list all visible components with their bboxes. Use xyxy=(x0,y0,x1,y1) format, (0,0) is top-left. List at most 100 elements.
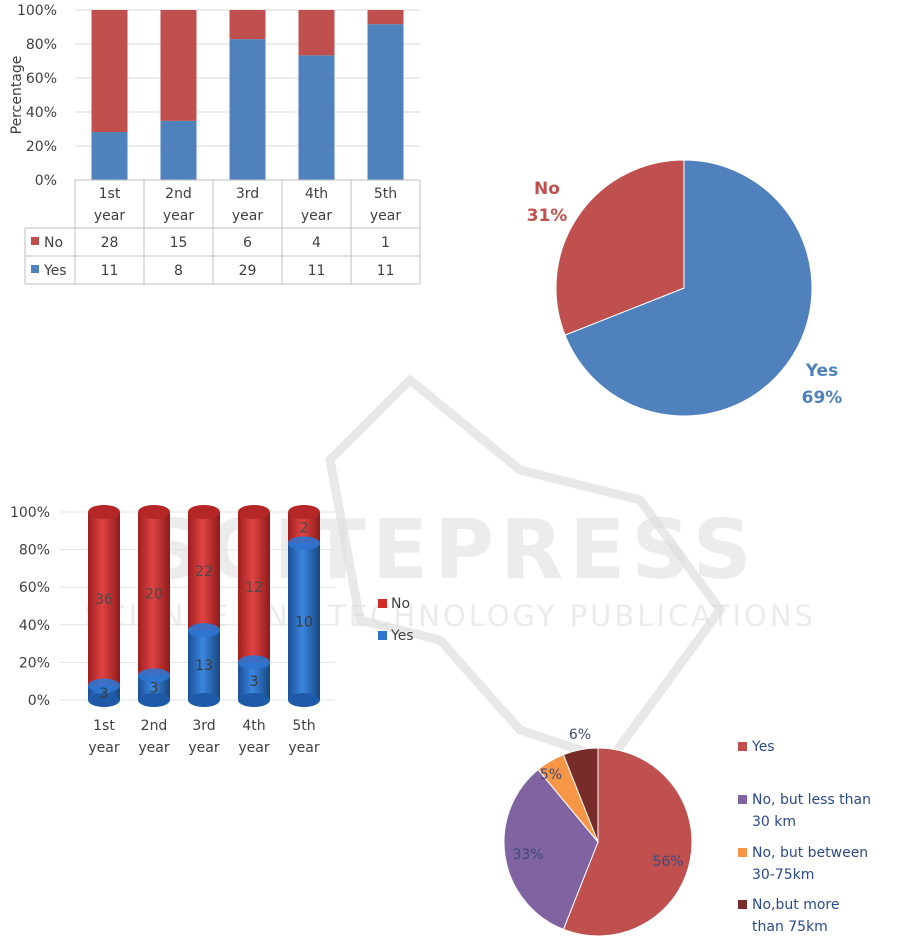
x-category-label: 4th xyxy=(305,186,328,202)
y-tick-label: 60% xyxy=(26,71,57,87)
pie-data-label: 33% xyxy=(512,847,543,863)
table-cell-no: 4 xyxy=(312,235,321,251)
legend-label: 30 km xyxy=(752,814,796,830)
legend-key xyxy=(738,795,747,804)
table-cell-yes: 8 xyxy=(174,263,183,279)
cylinder-yes-base xyxy=(88,693,120,707)
cylinder-no-top xyxy=(188,505,220,519)
cylinder-split-top xyxy=(88,678,120,693)
legend-key-yes xyxy=(378,631,387,640)
cylinder-yes-base xyxy=(238,693,270,707)
legend-key-yes xyxy=(31,265,39,273)
cylinder-no-top xyxy=(288,505,320,519)
cylinder-yes-base xyxy=(188,693,220,707)
watermark-logo-text: SCITEPRESS xyxy=(142,503,757,598)
y-tick-label: 100% xyxy=(10,505,50,521)
legend-key xyxy=(738,848,747,857)
table-cell-no: 1 xyxy=(381,235,390,251)
legend-label: 30-75km xyxy=(752,867,814,883)
chart-2-pie: Yes 69% No 31% xyxy=(527,159,843,417)
table-cell-no: 6 xyxy=(243,235,252,251)
legend-label-yes: Yes xyxy=(390,628,414,644)
cylinder-label-no: 36 xyxy=(95,592,113,608)
x-category-label: year xyxy=(163,208,194,224)
legend-label-no: No xyxy=(44,235,63,251)
x-category-label: 1st xyxy=(93,718,115,734)
pie-slice-no xyxy=(555,159,685,336)
table-cell-yes: 11 xyxy=(101,263,119,279)
legend-label: Yes xyxy=(751,739,775,755)
y-tick-label: 40% xyxy=(19,618,50,634)
x-category-label: year xyxy=(238,740,269,756)
y-tick-label: 20% xyxy=(26,139,57,155)
pie-label-yes-pct: 69% xyxy=(802,388,843,408)
chart-1-stacked-bar-table: 0% 20% 40% 60% 80% 100% Percentage 1st year 28 11 2… xyxy=(9,3,421,285)
bar-yes xyxy=(160,120,197,180)
legend-label: No, but between xyxy=(752,845,868,861)
cylinder-split-top xyxy=(288,536,320,551)
cylinder-no-body xyxy=(238,512,270,663)
y-tick-label: 20% xyxy=(19,655,50,671)
legend-label: No,but more xyxy=(752,897,839,913)
cylinder-yes-body xyxy=(188,630,220,700)
x-category-label: 5th xyxy=(292,718,315,734)
cylinder-yes-body xyxy=(288,543,320,700)
cylinder-split-top xyxy=(138,668,170,683)
table-cell-no: 15 xyxy=(170,235,188,251)
x-category-label: year xyxy=(94,208,125,224)
x-category-label: 2nd xyxy=(141,718,168,734)
table-cell-yes: 29 xyxy=(239,263,257,279)
table-cell-no: 28 xyxy=(101,235,119,251)
legend-label: No, but less than xyxy=(752,792,871,808)
cylinder-label-yes: 13 xyxy=(195,658,213,674)
y-tick-label: 40% xyxy=(26,105,57,121)
legend-key xyxy=(738,900,747,909)
pie-data-label: 56% xyxy=(652,854,683,870)
cylinder-no-body xyxy=(88,512,120,686)
x-category-label: year xyxy=(301,208,332,224)
cylinder-label-no: 22 xyxy=(195,564,213,580)
chart-3-cylinder-bar: 0%20%40%60%80%100%3631styear2032ndyear22… xyxy=(10,505,414,756)
cylinder-label-yes: 3 xyxy=(100,686,109,702)
x-category-label: year xyxy=(88,740,119,756)
bar-no xyxy=(160,10,197,121)
cylinder-label-yes: 10 xyxy=(295,615,313,631)
y-tick-label: 80% xyxy=(26,37,57,53)
cylinder-yes-base xyxy=(138,693,170,707)
x-category-label: year xyxy=(188,740,219,756)
cylinder-label-no: 20 xyxy=(145,587,163,603)
x-category-label: year xyxy=(138,740,169,756)
cylinder-split-top xyxy=(188,623,220,638)
cylinder-no-top xyxy=(138,505,170,519)
legend-label: than 75km xyxy=(752,919,828,935)
pie-slice-yes xyxy=(564,159,813,417)
table-cell-yes: 11 xyxy=(308,263,326,279)
bar-no xyxy=(298,10,335,56)
legend-label-no: No xyxy=(391,596,410,612)
x-category-label: year xyxy=(370,208,401,224)
watermark-book-shape xyxy=(325,373,726,766)
x-category-label: year xyxy=(288,740,319,756)
cylinder-no-top xyxy=(88,505,120,519)
pie-data-label: 5% xyxy=(540,767,562,783)
cylinder-label-no: 2 xyxy=(300,521,309,537)
cylinder-no-top xyxy=(238,505,270,519)
bar-yes xyxy=(367,24,404,180)
x-category-label: 1st xyxy=(99,186,121,202)
bar-no xyxy=(91,10,128,133)
cylinder-split-top xyxy=(238,655,270,670)
cylinder-yes-base xyxy=(288,693,320,707)
x-category-label: year xyxy=(232,208,263,224)
legend-key-no xyxy=(31,237,39,245)
legend-label-yes: Yes xyxy=(43,263,67,279)
y-tick-label: 0% xyxy=(35,173,57,189)
pie-slice-1 xyxy=(503,768,599,931)
y-tick-label: 80% xyxy=(19,543,50,559)
x-category-label: 2nd xyxy=(165,186,192,202)
cylinder-label-yes: 3 xyxy=(150,681,159,697)
pie-label-no-pct: 31% xyxy=(527,206,568,226)
bar-no xyxy=(229,10,266,40)
legend-key-no xyxy=(378,599,387,608)
cylinder-no-body xyxy=(188,512,220,631)
